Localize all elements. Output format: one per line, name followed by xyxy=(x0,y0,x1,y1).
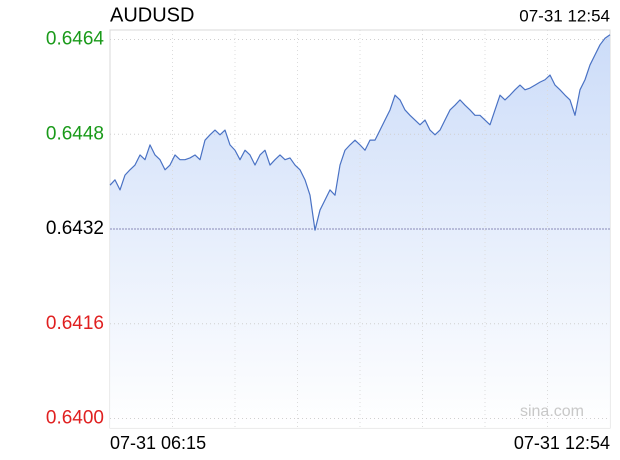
y-tick-label: 0.6464 xyxy=(46,28,105,49)
price-area xyxy=(110,34,610,429)
y-tick-label: 0.6448 xyxy=(46,123,104,144)
chart-title: AUDUSD xyxy=(110,4,194,26)
y-tick-label: 0.6432 xyxy=(46,218,104,239)
y-tick-label: 0.6400 xyxy=(46,408,104,429)
y-tick-label: 0.6416 xyxy=(46,313,104,334)
x-tick-label: 07-31 12:54 xyxy=(514,433,610,453)
timestamp: 07-31 12:54 xyxy=(519,6,610,25)
watermark: sina.com xyxy=(520,403,584,420)
x-tick-label: 07-31 06:15 xyxy=(110,433,206,453)
price-line xyxy=(109,34,611,231)
